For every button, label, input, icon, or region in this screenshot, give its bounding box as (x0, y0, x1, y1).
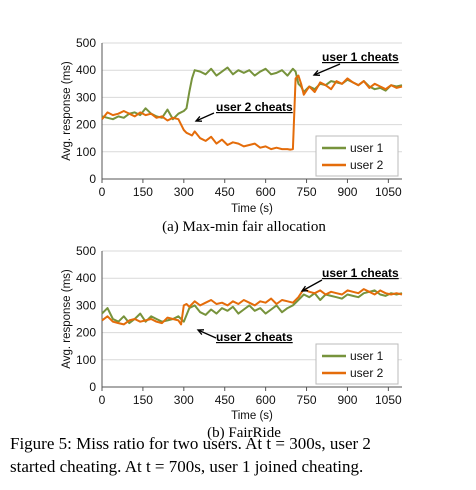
annotation-arrowhead (194, 116, 203, 122)
legend-label: user 1 (350, 349, 384, 363)
y-tick-label: 200 (76, 326, 96, 340)
annotation-label: user 1 cheats (322, 50, 399, 64)
x-tick-label: 450 (215, 185, 235, 199)
x-tick-label: 0 (99, 393, 106, 407)
legend-label: user 1 (350, 141, 384, 155)
x-tick-label: 900 (337, 393, 357, 407)
legend-box (315, 343, 399, 385)
y-tick-label: 100 (76, 145, 96, 159)
y-tick-label: 500 (76, 36, 96, 50)
x-tick-label: 1050 (375, 393, 402, 407)
x-tick-label: 600 (256, 185, 276, 199)
y-tick-label: 400 (76, 271, 96, 285)
chart-fairride: 0 100 200 300 400 500 0 150 300 450 600 750 900 1050 T… (61, 244, 403, 441)
x-tick-label: 300 (174, 185, 194, 199)
y-tick-label: 0 (89, 380, 96, 394)
series-line-user-2 (101, 288, 403, 326)
annotation-arrow (197, 329, 217, 339)
annotation-label: user 1 cheats (322, 266, 399, 280)
y-tick-label: 300 (76, 90, 96, 104)
x-tick-label: 0 (99, 185, 106, 199)
series-line-user-1 (101, 289, 403, 325)
x-tick-label: 900 (337, 185, 357, 199)
x-tick-label: 600 (256, 393, 276, 407)
legend-label: user 2 (350, 158, 384, 172)
x-axis-title: Time (s) (231, 203, 273, 215)
x-tick-label: 1050 (375, 185, 402, 199)
figure-caption: Figure 5: Miss ratio for two users. At t… (10, 432, 470, 478)
caption-line-1: Figure 5: Miss ratio for two users. At t… (10, 434, 371, 453)
annotation-label: user 2 cheats (216, 330, 293, 344)
annotation-arrowhead (196, 329, 205, 335)
y-axis-title: Avg. response (ms) (61, 61, 73, 161)
x-tick-label: 750 (297, 185, 317, 199)
annotation-arrow (301, 279, 323, 292)
x-tick-label: 300 (174, 393, 194, 407)
annotation-arrow (195, 112, 215, 122)
y-tick-label: 300 (76, 298, 96, 312)
y-tick-label: 500 (76, 244, 96, 258)
x-axis-title: Time (s) (231, 410, 273, 422)
y-tick-label: 200 (76, 118, 96, 132)
annotation-arrow (313, 63, 341, 76)
x-tick-label: 750 (297, 393, 317, 407)
x-tick-label: 150 (133, 393, 153, 407)
legend-box (315, 135, 399, 177)
chart-max-min-fair: 0 100 200 300 400 500 0 150 300 450 600 750 900 1050 T… (61, 36, 403, 235)
series-line-user-2 (101, 74, 403, 151)
y-tick-label: 0 (89, 172, 96, 186)
legend-label: user 2 (350, 366, 384, 380)
x-tick-label: 450 (215, 393, 235, 407)
caption-line-2: started cheating. At t = 700s, user 1 jo… (10, 457, 364, 476)
annotation-arrowhead (312, 70, 321, 76)
annotation-arrowhead (300, 285, 309, 292)
y-axis-title: Avg. response (ms) (61, 269, 73, 369)
subcaption: (a) Max-min fair allocation (162, 219, 326, 235)
subcaption: (b) FairRide (207, 425, 281, 441)
y-tick-label: 400 (76, 63, 96, 77)
x-tick-label: 150 (133, 185, 153, 199)
annotation-label: user 2 cheats (216, 100, 293, 114)
y-tick-label: 100 (76, 353, 96, 367)
